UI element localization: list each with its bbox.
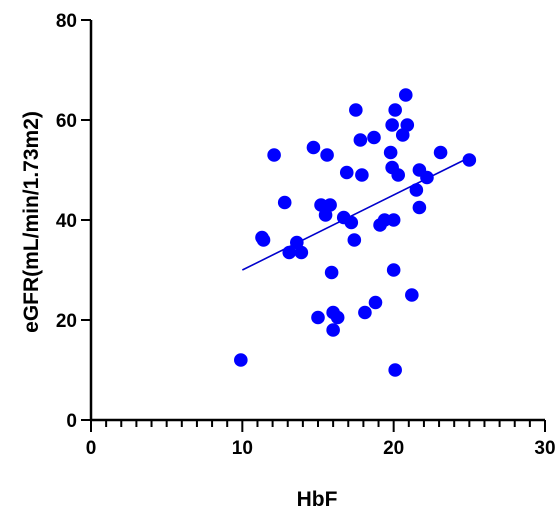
y-tick-label: 40 (56, 211, 77, 232)
data-point (433, 145, 448, 160)
data-point (339, 165, 354, 180)
data-point (320, 148, 334, 162)
data-point (355, 168, 369, 182)
labels-group: HbF eGFR(mL/min/1.73m2) (20, 111, 338, 511)
x-tick-label: 0 (86, 438, 97, 459)
data-point (358, 305, 372, 320)
y-tick-label: 0 (66, 411, 77, 432)
y-tick-label: 20 (56, 311, 77, 332)
data-point (324, 265, 339, 280)
data-point (398, 88, 413, 102)
y-axis-title: eGFR(mL/min/1.73m2) (20, 111, 43, 333)
data-point (367, 130, 381, 145)
data-point (383, 145, 398, 160)
data-point (386, 263, 401, 277)
data-point (368, 295, 383, 310)
data-point (256, 233, 271, 247)
data-point (282, 245, 297, 260)
data-point (388, 103, 402, 117)
data-point (409, 183, 424, 197)
data-point (388, 363, 402, 377)
data-point (405, 288, 419, 302)
data-point (412, 200, 427, 215)
data-point (349, 103, 363, 117)
x-tick-label: 30 (534, 438, 555, 459)
data-point (311, 310, 325, 325)
data-point (353, 133, 368, 147)
data-point (385, 118, 399, 132)
data-point (277, 195, 292, 210)
data-point (306, 140, 321, 155)
data-point (344, 215, 359, 230)
axes: 0 10 20 30 0 20 40 60 80 (56, 11, 556, 459)
x-tick-label: 20 (383, 438, 404, 459)
y-tick-label: 80 (56, 11, 77, 32)
data-point (326, 323, 340, 337)
data-point (386, 213, 401, 227)
data-point (462, 153, 477, 167)
points-group (234, 88, 477, 377)
data-point (234, 353, 248, 367)
data-point (294, 245, 309, 260)
data-point (330, 310, 345, 325)
data-point (323, 198, 337, 212)
data-point (347, 233, 362, 247)
data-point (391, 168, 406, 182)
data-point (267, 148, 281, 162)
x-tick-label: 10 (232, 438, 253, 459)
x-axis-title: HbF (297, 488, 338, 511)
y-tick-label: 60 (56, 111, 77, 132)
data-point (400, 118, 415, 132)
data-point (420, 170, 434, 185)
